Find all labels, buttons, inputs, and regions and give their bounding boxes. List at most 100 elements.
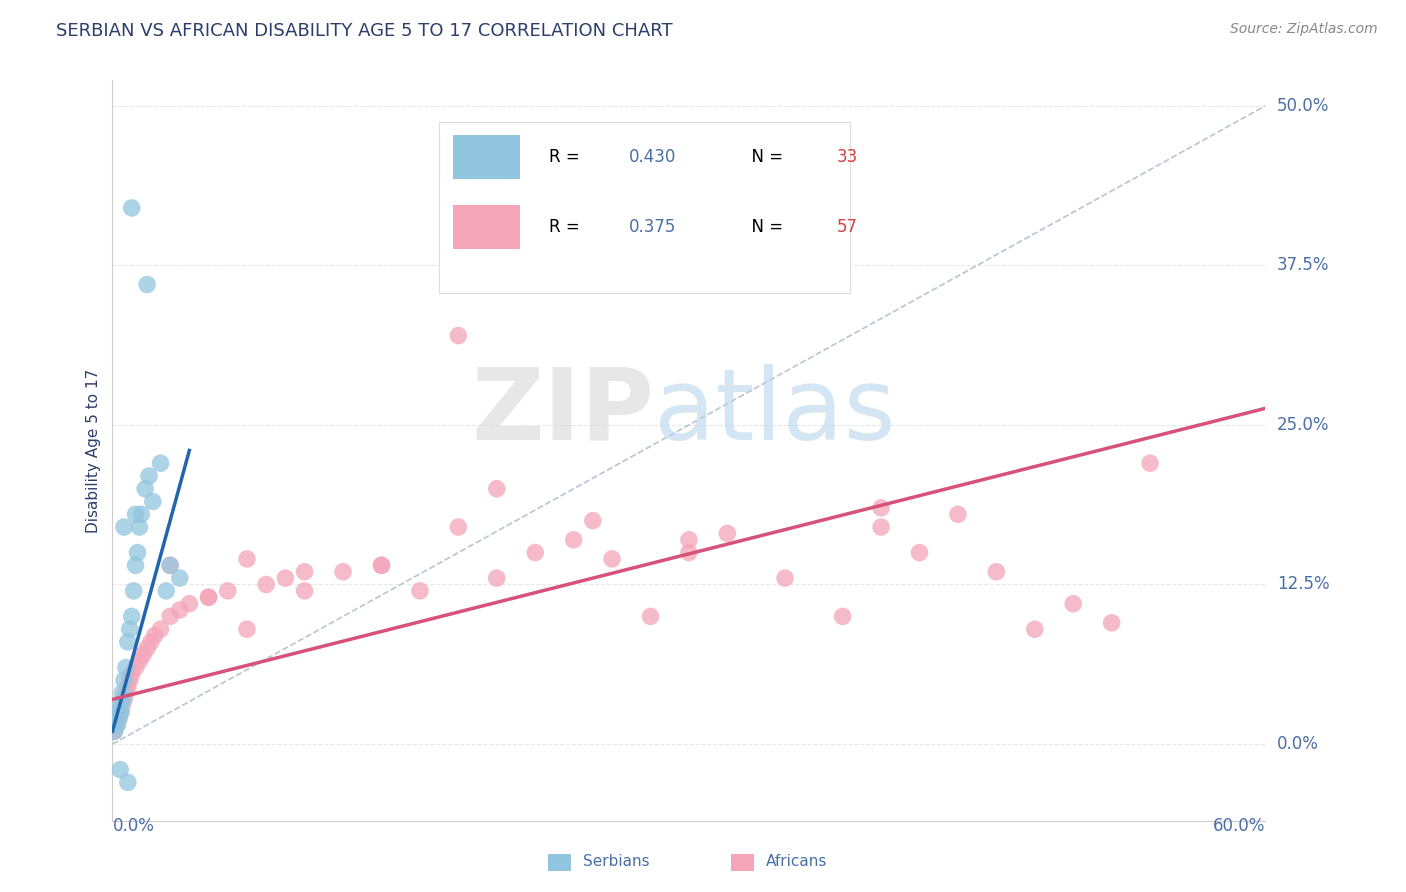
Point bbox=[122, 583, 145, 598]
Point bbox=[128, 654, 150, 668]
Point bbox=[136, 277, 159, 292]
Point bbox=[108, 763, 131, 777]
Point bbox=[105, 718, 128, 732]
Point bbox=[986, 565, 1008, 579]
Point bbox=[678, 545, 700, 559]
Point bbox=[134, 482, 156, 496]
Point bbox=[236, 622, 259, 636]
Point bbox=[169, 571, 191, 585]
Point bbox=[640, 609, 662, 624]
Text: 57: 57 bbox=[837, 218, 858, 236]
Point bbox=[1139, 456, 1161, 470]
Point bbox=[1101, 615, 1123, 630]
Point bbox=[409, 583, 432, 598]
Point bbox=[159, 558, 181, 573]
Y-axis label: Disability Age 5 to 17: Disability Age 5 to 17 bbox=[86, 368, 101, 533]
Point bbox=[773, 571, 796, 585]
Text: 0.0%: 0.0% bbox=[112, 817, 155, 835]
Point bbox=[908, 545, 931, 559]
Text: 0.375: 0.375 bbox=[630, 218, 676, 236]
Point bbox=[108, 705, 131, 719]
Point bbox=[294, 583, 316, 598]
Point bbox=[159, 609, 181, 624]
Point bbox=[1024, 622, 1046, 636]
Point bbox=[107, 705, 129, 719]
Point bbox=[600, 552, 623, 566]
Point bbox=[678, 533, 700, 547]
Point bbox=[117, 680, 139, 694]
Point bbox=[159, 558, 181, 573]
Point bbox=[254, 577, 277, 591]
Point bbox=[117, 635, 139, 649]
Point bbox=[104, 718, 127, 732]
Text: Serbians: Serbians bbox=[583, 854, 650, 869]
Point bbox=[155, 583, 177, 598]
Point bbox=[108, 712, 131, 726]
Point bbox=[217, 583, 239, 598]
Point bbox=[716, 526, 738, 541]
Point bbox=[112, 692, 135, 706]
Point bbox=[124, 558, 146, 573]
Point bbox=[870, 500, 893, 515]
Point bbox=[115, 660, 138, 674]
Point bbox=[1062, 597, 1084, 611]
Point bbox=[332, 565, 354, 579]
Point bbox=[370, 558, 392, 573]
Point bbox=[946, 508, 969, 522]
Point bbox=[485, 482, 508, 496]
Point bbox=[274, 571, 297, 585]
Text: 33: 33 bbox=[837, 148, 858, 166]
Point bbox=[124, 660, 146, 674]
Point bbox=[294, 565, 316, 579]
Text: 0.430: 0.430 bbox=[630, 148, 676, 166]
Point bbox=[121, 666, 143, 681]
Point bbox=[103, 724, 125, 739]
Bar bbox=[453, 205, 520, 250]
Text: 60.0%: 60.0% bbox=[1213, 817, 1265, 835]
Text: N =: N = bbox=[741, 148, 789, 166]
Bar bbox=[453, 135, 520, 179]
Point bbox=[111, 698, 134, 713]
Text: ZIP: ZIP bbox=[471, 364, 654, 460]
Text: SERBIAN VS AFRICAN DISABILITY AGE 5 TO 17 CORRELATION CHART: SERBIAN VS AFRICAN DISABILITY AGE 5 TO 1… bbox=[56, 22, 673, 40]
Point bbox=[582, 514, 605, 528]
Point bbox=[107, 712, 129, 726]
Text: 37.5%: 37.5% bbox=[1277, 256, 1330, 275]
Text: R =: R = bbox=[548, 148, 585, 166]
Point bbox=[485, 571, 508, 585]
Point bbox=[447, 328, 470, 343]
Point bbox=[127, 545, 149, 559]
Point bbox=[121, 609, 143, 624]
Point bbox=[447, 520, 470, 534]
FancyBboxPatch shape bbox=[439, 122, 851, 293]
Point bbox=[121, 201, 143, 215]
Point bbox=[108, 698, 131, 713]
Point bbox=[103, 724, 125, 739]
Point bbox=[112, 520, 135, 534]
Point bbox=[149, 622, 172, 636]
Point bbox=[179, 597, 201, 611]
Point bbox=[117, 775, 139, 789]
Text: 12.5%: 12.5% bbox=[1277, 575, 1330, 593]
Point bbox=[118, 673, 141, 688]
Point bbox=[139, 635, 162, 649]
Point bbox=[197, 591, 219, 605]
Point bbox=[831, 609, 853, 624]
Point bbox=[124, 508, 146, 522]
Point bbox=[136, 641, 159, 656]
Text: Africans: Africans bbox=[766, 854, 828, 869]
Point bbox=[138, 469, 160, 483]
Point bbox=[111, 686, 134, 700]
Point bbox=[142, 494, 165, 508]
Text: 50.0%: 50.0% bbox=[1277, 97, 1329, 115]
Text: Source: ZipAtlas.com: Source: ZipAtlas.com bbox=[1230, 22, 1378, 37]
Point bbox=[370, 558, 392, 573]
Point bbox=[112, 673, 135, 688]
Text: atlas: atlas bbox=[654, 364, 896, 460]
Point bbox=[110, 705, 132, 719]
Text: 0.0%: 0.0% bbox=[1277, 735, 1319, 753]
Point bbox=[236, 552, 259, 566]
Text: R =: R = bbox=[548, 218, 585, 236]
Point bbox=[112, 692, 135, 706]
Point bbox=[870, 520, 893, 534]
